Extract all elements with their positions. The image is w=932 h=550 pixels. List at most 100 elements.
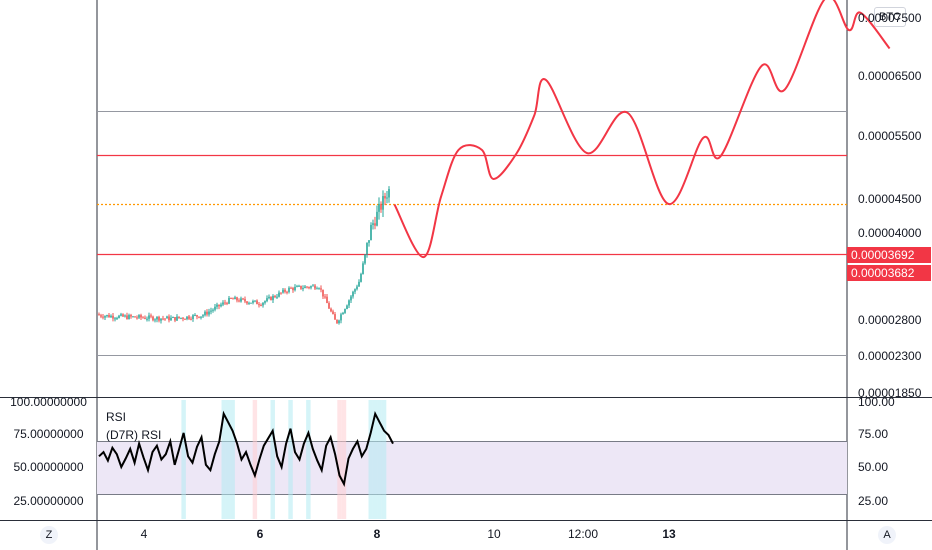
candle-body — [204, 311, 206, 316]
candle-body — [324, 296, 326, 298]
candle-body — [220, 304, 222, 307]
candle-body — [148, 315, 150, 319]
candle-body — [188, 316, 190, 319]
candle-body — [118, 315, 120, 319]
time-label: 13 — [662, 527, 676, 541]
candle-body — [212, 309, 214, 311]
time-label: 10 — [487, 527, 501, 541]
rsi-highlight — [377, 400, 382, 519]
candle-body — [298, 285, 300, 287]
candle-body — [348, 300, 350, 306]
candle-body — [180, 317, 182, 319]
candle-body — [352, 291, 354, 297]
candle-body — [244, 299, 246, 302]
candle-body — [382, 196, 384, 210]
candle-body — [238, 300, 240, 302]
rsi-right-label: 100.00 — [858, 395, 895, 409]
rsi-highlight — [181, 400, 186, 519]
candle-body — [334, 314, 336, 320]
candle-body — [206, 311, 208, 315]
prev-close-tag: 0.00003682 — [847, 265, 931, 281]
candle-body — [240, 298, 242, 302]
candle-body — [286, 291, 288, 293]
rsi-highlight — [225, 400, 231, 519]
candle-body — [224, 302, 226, 304]
candle-body — [130, 315, 132, 317]
candle-body — [136, 317, 138, 319]
zoom-button[interactable]: Z — [40, 526, 58, 544]
price-label: 0.00007500 — [858, 11, 922, 25]
candle-body — [354, 289, 356, 292]
candle-body — [202, 315, 204, 317]
candle-body — [336, 319, 338, 324]
candle-body — [252, 300, 254, 303]
candle-body — [364, 254, 366, 264]
candle-body — [98, 314, 100, 316]
auto-scale-button[interactable]: A — [878, 526, 896, 544]
rsi-left-label: 50.00000000 — [13, 460, 84, 474]
candle-body — [192, 315, 194, 320]
candle-body — [228, 297, 230, 304]
candle-body — [278, 292, 280, 297]
rsi-left-label: 75.00000000 — [13, 427, 84, 441]
candle-body — [218, 304, 220, 307]
candle-body — [350, 296, 352, 301]
candle-body — [122, 314, 124, 317]
candle-body — [166, 316, 168, 319]
candle-body — [386, 197, 388, 199]
candle-body — [168, 316, 170, 321]
candle-body — [152, 316, 154, 321]
currency-badge[interactable]: BTC — [874, 7, 906, 27]
candle-body — [256, 300, 258, 305]
candle-body — [306, 286, 308, 288]
rsi-highlight — [270, 400, 275, 519]
candle-body — [376, 211, 378, 226]
candle-body — [284, 289, 286, 292]
candle-body — [162, 318, 164, 320]
candle-body — [314, 285, 316, 289]
candle-body — [106, 315, 108, 317]
candle-body — [190, 318, 192, 320]
candle-body — [156, 316, 158, 320]
candle-body — [360, 273, 362, 282]
candle-body — [262, 302, 264, 306]
candle-body — [366, 242, 368, 255]
candle-body — [356, 286, 358, 290]
candle-body — [208, 311, 210, 315]
candle-body — [160, 318, 162, 321]
candle-body — [216, 304, 218, 307]
candle-body — [248, 302, 250, 304]
candle-body — [242, 298, 244, 300]
candle-body — [368, 240, 370, 243]
rsi-highlight — [372, 400, 378, 519]
candle-body — [138, 315, 140, 318]
candle-body — [104, 316, 106, 318]
candle-body — [380, 203, 382, 210]
candle-body — [170, 317, 172, 321]
candle-body — [150, 315, 152, 317]
candles — [98, 186, 390, 325]
rsi-highlight — [252, 400, 258, 519]
candle-body — [280, 292, 282, 294]
rsi-left-label: 100.00000000 — [10, 395, 87, 409]
candle-body — [342, 312, 344, 315]
candle-body — [384, 196, 386, 199]
candle-body — [346, 305, 348, 309]
candle-body — [116, 318, 118, 320]
rsi-right-label: 25.00 — [858, 494, 889, 508]
candle-body — [388, 189, 390, 198]
candle-body — [108, 315, 110, 318]
candle-body — [100, 315, 102, 317]
candle-body — [340, 314, 342, 321]
rsi-highlights — [181, 400, 387, 519]
candle-body — [140, 315, 142, 318]
candle-body — [198, 316, 200, 318]
candle-body — [184, 318, 186, 320]
candle-body — [266, 298, 268, 302]
candle-body — [316, 288, 318, 290]
candle-body — [258, 304, 260, 306]
candle-body — [142, 317, 144, 319]
rsi-left-label: 25.00000000 — [13, 494, 84, 508]
candle-body — [282, 289, 284, 293]
